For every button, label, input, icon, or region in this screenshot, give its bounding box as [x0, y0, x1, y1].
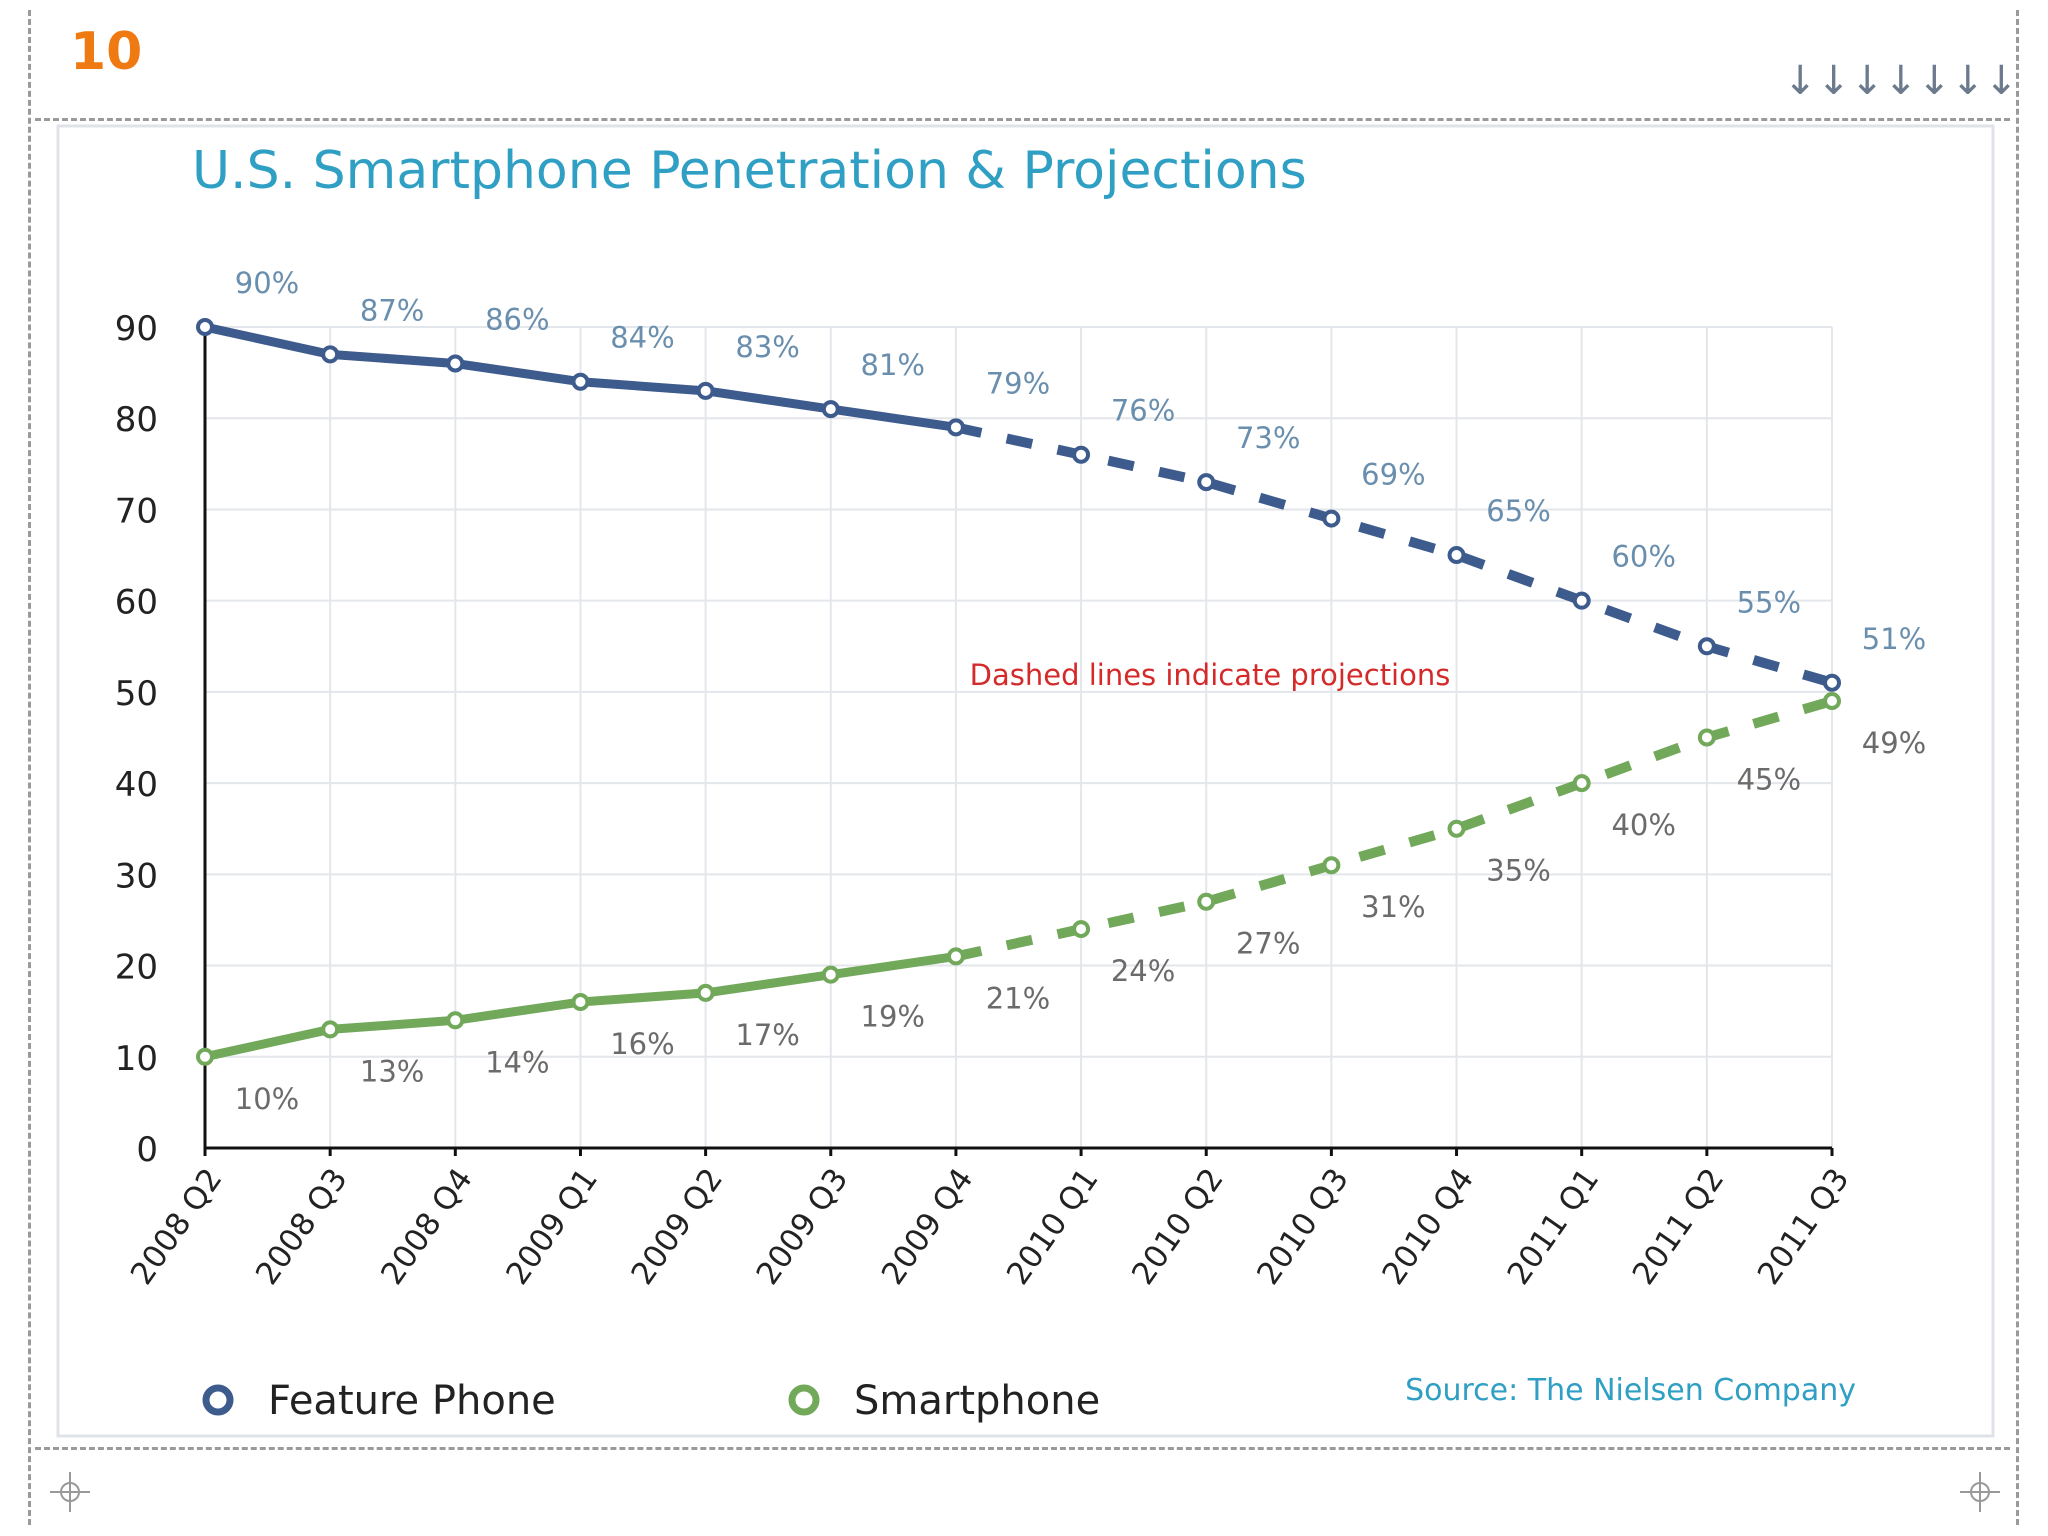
smartphone-data-label: 31%: [1361, 890, 1425, 924]
feature-phone-data-label: 79%: [986, 366, 1050, 400]
feature-phone-point: [1447, 546, 1466, 565]
feature-phone-point: [446, 354, 465, 373]
feature-phone-point: [196, 318, 214, 336]
y-tick-label: 70: [115, 491, 158, 531]
feature-phone-point: [1697, 637, 1716, 656]
smartphone-data-label: 35%: [1486, 854, 1550, 888]
smartphone-data-label: 27%: [1236, 927, 1300, 961]
smartphone-data-label: 49%: [1862, 726, 1926, 760]
smartphone-data-label: 24%: [1111, 954, 1175, 988]
feature-phone-point: [1572, 591, 1591, 610]
smartphone-point: [696, 983, 715, 1002]
right-dashed-border: [2016, 10, 2019, 1525]
legend-smartphone-marker: [788, 1384, 820, 1416]
smartphone-point: [946, 947, 965, 966]
smartphone-data-label: 13%: [360, 1054, 424, 1088]
legend: Feature Phone Smartphone: [202, 1378, 1100, 1424]
legend-feature-phone-marker: [202, 1384, 234, 1416]
feature-phone-point: [571, 372, 590, 391]
feature-phone-point: [696, 381, 715, 400]
smartphone-point: [821, 965, 840, 984]
y-tick-label: 20: [115, 948, 158, 988]
feature-phone-point: [1322, 509, 1341, 528]
smartphone-point: [446, 1011, 465, 1030]
feature-phone-point: [821, 400, 840, 419]
smartphone-point: [1322, 856, 1341, 875]
smartphone-data-label: 21%: [986, 981, 1050, 1015]
smartphone-data-label: 45%: [1737, 763, 1801, 797]
smartphone-point: [1697, 728, 1716, 747]
left-dashed-border: [28, 10, 31, 1525]
feature-phone-data-label: 55%: [1737, 585, 1801, 619]
feature-phone-data-label: 51%: [1862, 622, 1926, 656]
y-tick-label: 80: [115, 400, 158, 440]
y-tick-label: 30: [115, 856, 158, 896]
y-tick-label: 60: [115, 583, 158, 623]
smartphone-point: [196, 1047, 214, 1066]
crosshair-right-icon: [1960, 1472, 2000, 1512]
y-tick-label: 50: [115, 674, 158, 714]
feature-phone-data-label: 87%: [360, 293, 424, 327]
feature-phone-point: [946, 418, 965, 437]
smartphone-point: [1447, 819, 1466, 838]
legend-smartphone-label: Smartphone: [854, 1378, 1100, 1424]
smartphone-data-label: 40%: [1611, 808, 1675, 842]
smartphone-data-label: 19%: [861, 1000, 925, 1034]
feature-phone-data-label: 60%: [1611, 540, 1675, 574]
smartphone-data-label: 17%: [735, 1018, 799, 1052]
chart-title: U.S. Smartphone Penetration & Projection…: [192, 141, 1307, 201]
series: [196, 318, 1841, 1066]
y-tick-label: 90: [115, 309, 158, 349]
feature-phone-point: [1197, 473, 1216, 492]
projection-annotation: Dashed lines indicate projections: [970, 658, 1451, 692]
feature-phone-data-label: 81%: [861, 348, 925, 382]
feature-phone-point: [1072, 445, 1091, 464]
source-label: Source: The Nielsen Company: [1405, 1373, 1856, 1408]
feature-phone-data-label: 86%: [485, 302, 549, 336]
feature-phone-data-label: 90%: [235, 266, 299, 300]
smartphone-point: [321, 1020, 340, 1039]
axes: [203, 327, 1834, 1156]
feature-phone-point: [321, 345, 340, 364]
chart-panel: [56, 124, 1995, 1438]
feature-phone-data-label: 65%: [1486, 494, 1550, 528]
smartphone-point: [1572, 774, 1591, 793]
smartphone-data-label: 16%: [610, 1027, 674, 1061]
top-dashed-divider: [35, 118, 2010, 121]
smartphone-point: [1072, 920, 1091, 939]
y-tick-label: 10: [115, 1039, 158, 1079]
smartphone-data-label: 14%: [485, 1045, 549, 1079]
grid: [205, 326, 1833, 1148]
smartphone-point: [1823, 692, 1841, 711]
y-tick-labels: 0 10 20 30 40 50 60 70 80 90: [115, 309, 158, 1170]
y-tick-label: 40: [115, 765, 158, 805]
crosshair-left-icon: [50, 1472, 90, 1512]
feature-phone-data-label: 84%: [610, 321, 674, 355]
feature-phone-data-label: 73%: [1236, 421, 1300, 455]
smartphone-point: [571, 993, 590, 1012]
page-number: 10: [70, 22, 143, 82]
feature-phone-data-label: 76%: [1111, 394, 1175, 428]
legend-feature-phone-label: Feature Phone: [268, 1378, 556, 1424]
smartphone-point: [1197, 892, 1216, 911]
scroll-down-arrows-icon[interactable]: ↓↓↓↓↓↓↓: [1783, 58, 2018, 104]
feature-phone-data-label: 83%: [735, 330, 799, 364]
data-labels: 90% 87% 86% 84% 83% 81% 79% 76% 73% 69% 65% 60% 55% 5…: [235, 266, 1926, 1116]
feature-phone-data-label: 69%: [1361, 458, 1425, 492]
bottom-dashed-divider: [35, 1447, 2010, 1450]
smartphone-data-label: 10%: [235, 1082, 299, 1116]
y-tick-label: 0: [136, 1130, 158, 1170]
feature-phone-point: [1823, 673, 1841, 692]
